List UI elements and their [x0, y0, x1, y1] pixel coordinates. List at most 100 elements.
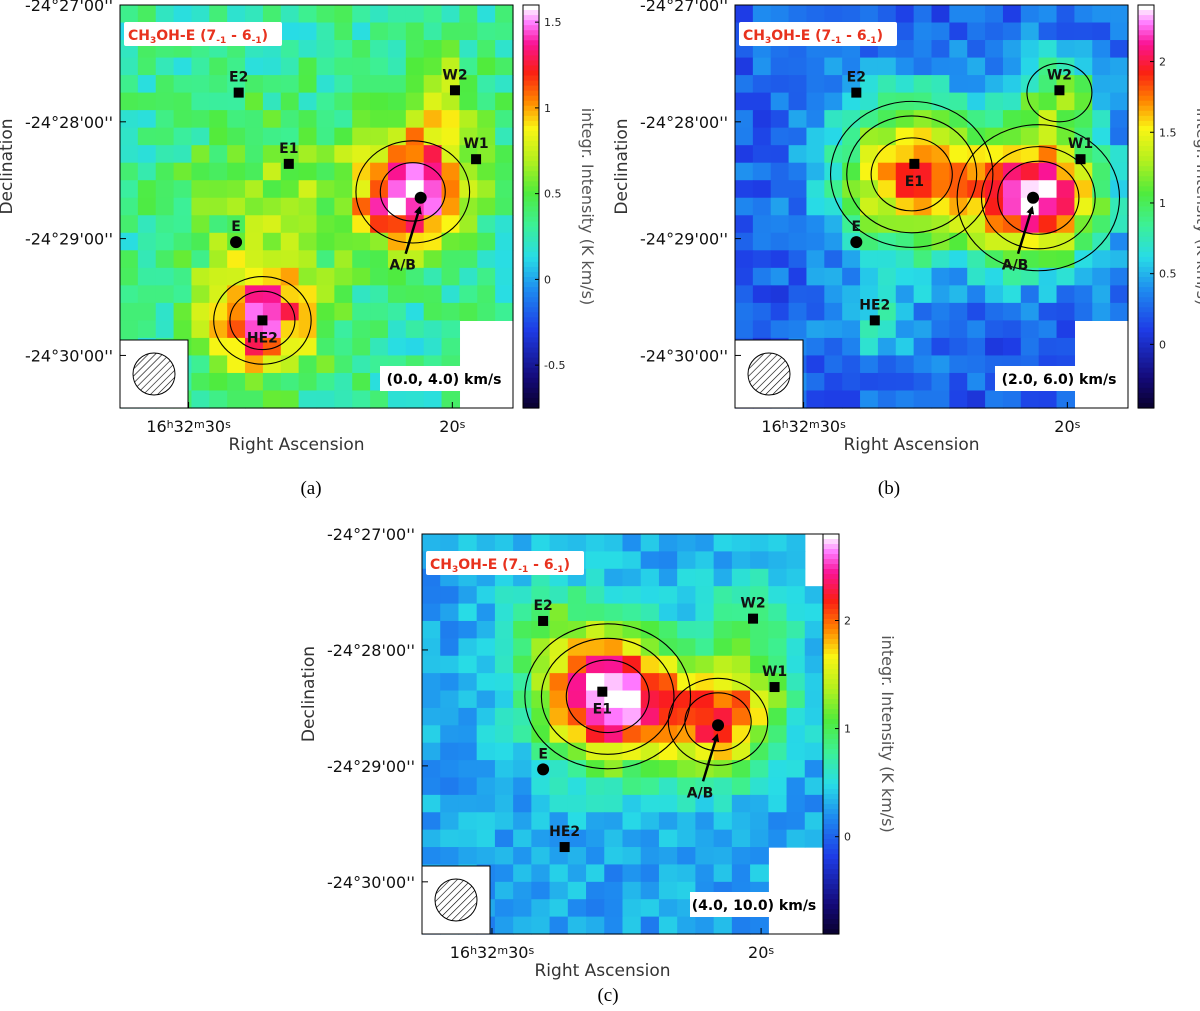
colorbar-band	[823, 824, 839, 830]
colorbar-band	[823, 729, 839, 735]
source-label: E	[231, 219, 241, 235]
heatmap-cell	[262, 75, 282, 94]
heatmap-cell	[786, 777, 806, 796]
heatmap-cell	[860, 355, 879, 374]
heatmap-cell	[824, 127, 843, 146]
heatmap-cell	[441, 110, 461, 129]
heatmap-cell	[1110, 75, 1129, 94]
colorbar-band	[1138, 241, 1154, 248]
heatmap-cell	[531, 899, 551, 918]
heatmap-cell	[495, 197, 514, 216]
heatmap-cell	[513, 829, 532, 848]
heatmap-cell	[913, 75, 933, 94]
colorbar-band	[523, 317, 539, 323]
heatmap-cell	[316, 372, 335, 392]
heatmap-cell	[1092, 302, 1111, 321]
heatmap-cell	[370, 40, 389, 59]
heatmap-cell	[262, 127, 282, 146]
heatmap-cell	[735, 285, 754, 304]
heatmap-cell	[713, 742, 733, 761]
heatmap-cell	[137, 145, 157, 164]
colorbar-band	[823, 809, 839, 815]
heatmap-cell	[804, 707, 824, 726]
heatmap-cell	[370, 22, 389, 41]
colorbar-band	[1138, 282, 1154, 288]
heatmap-cell	[459, 267, 478, 286]
heatmap-cell	[334, 92, 353, 111]
heatmap-cell	[985, 162, 1004, 181]
heatmap-cell	[1110, 127, 1129, 146]
heatmap-cell	[658, 899, 678, 918]
heatmap-cell	[877, 162, 897, 181]
heatmap-cell	[1002, 267, 1022, 286]
heatmap-cell	[137, 320, 157, 339]
colorbar-band	[823, 884, 839, 890]
heatmap-cell	[1110, 5, 1129, 24]
colorbar-band	[1138, 337, 1154, 344]
heatmap-cell	[842, 267, 861, 286]
colorbar-band	[523, 65, 539, 72]
heatmap-cell	[640, 794, 660, 813]
heatmap-cell	[913, 250, 933, 269]
heatmap-cell	[895, 320, 915, 339]
heatmap-cell	[423, 197, 443, 216]
heatmap-cell	[1074, 180, 1093, 199]
colorbar-band	[1138, 186, 1154, 192]
heatmap-cell	[931, 390, 950, 409]
heatmap-cell	[245, 180, 264, 199]
heatmap-cell	[531, 742, 551, 761]
source-label: E	[852, 219, 862, 235]
heatmap-cell	[370, 337, 389, 357]
colorbar-tick-label: 2	[844, 614, 851, 627]
heatmap-cell	[477, 57, 496, 76]
dec-tick-label: -24°29'00''	[25, 230, 113, 249]
heatmap-cell	[227, 145, 246, 164]
heatmap-cell	[1002, 285, 1022, 304]
heatmap-cell	[422, 760, 441, 779]
heatmap-cell	[227, 302, 246, 321]
heatmap-cell	[752, 5, 772, 24]
heatmap-cell	[262, 337, 282, 357]
heatmap-cell	[967, 40, 986, 59]
heatmap-cell	[137, 75, 157, 94]
heatmap-cell	[949, 302, 968, 321]
heatmap-cell	[640, 586, 660, 605]
heatmap-cell	[1074, 302, 1093, 321]
heatmap-cell	[494, 673, 514, 692]
colorbar-band	[823, 544, 839, 550]
heatmap-cell	[387, 145, 407, 164]
heatmap-cell	[440, 655, 460, 674]
colorbar-band	[1138, 161, 1154, 167]
heatmap-cell	[423, 92, 443, 111]
heatmap-cell	[513, 603, 532, 622]
heatmap-cell	[768, 638, 788, 657]
colorbar-band	[523, 85, 539, 92]
source-label: E1	[279, 141, 298, 157]
colorbar-band	[1138, 246, 1154, 253]
heatmap-cell	[476, 690, 496, 709]
heatmap-cell	[405, 390, 425, 409]
heatmap-cell	[735, 197, 754, 216]
heatmap-cell	[262, 110, 282, 129]
heatmap-cell	[155, 75, 175, 94]
heatmap-cell	[387, 267, 407, 286]
heatmap-cell	[622, 551, 642, 570]
heatmap-cell	[967, 127, 986, 146]
heatmap-cell	[622, 586, 642, 605]
heatmap-cell	[1002, 302, 1022, 321]
colorbar-band	[823, 814, 839, 820]
source-marker-ab	[1027, 191, 1040, 204]
heatmap-cell	[549, 534, 569, 552]
heatmap-cell	[895, 75, 915, 94]
heatmap-cell	[440, 638, 460, 657]
heatmap-cell	[752, 180, 772, 199]
heatmap-cell	[877, 57, 897, 76]
y-axis-title: Declination	[612, 118, 632, 214]
heatmap-cell	[768, 725, 788, 744]
heatmap-cell	[477, 22, 496, 41]
heatmap-cell	[422, 794, 441, 813]
heatmap-cell	[191, 110, 210, 129]
heatmap-cell	[334, 145, 353, 164]
heatmap-cell	[477, 197, 496, 216]
heatmap-cell	[913, 197, 933, 216]
